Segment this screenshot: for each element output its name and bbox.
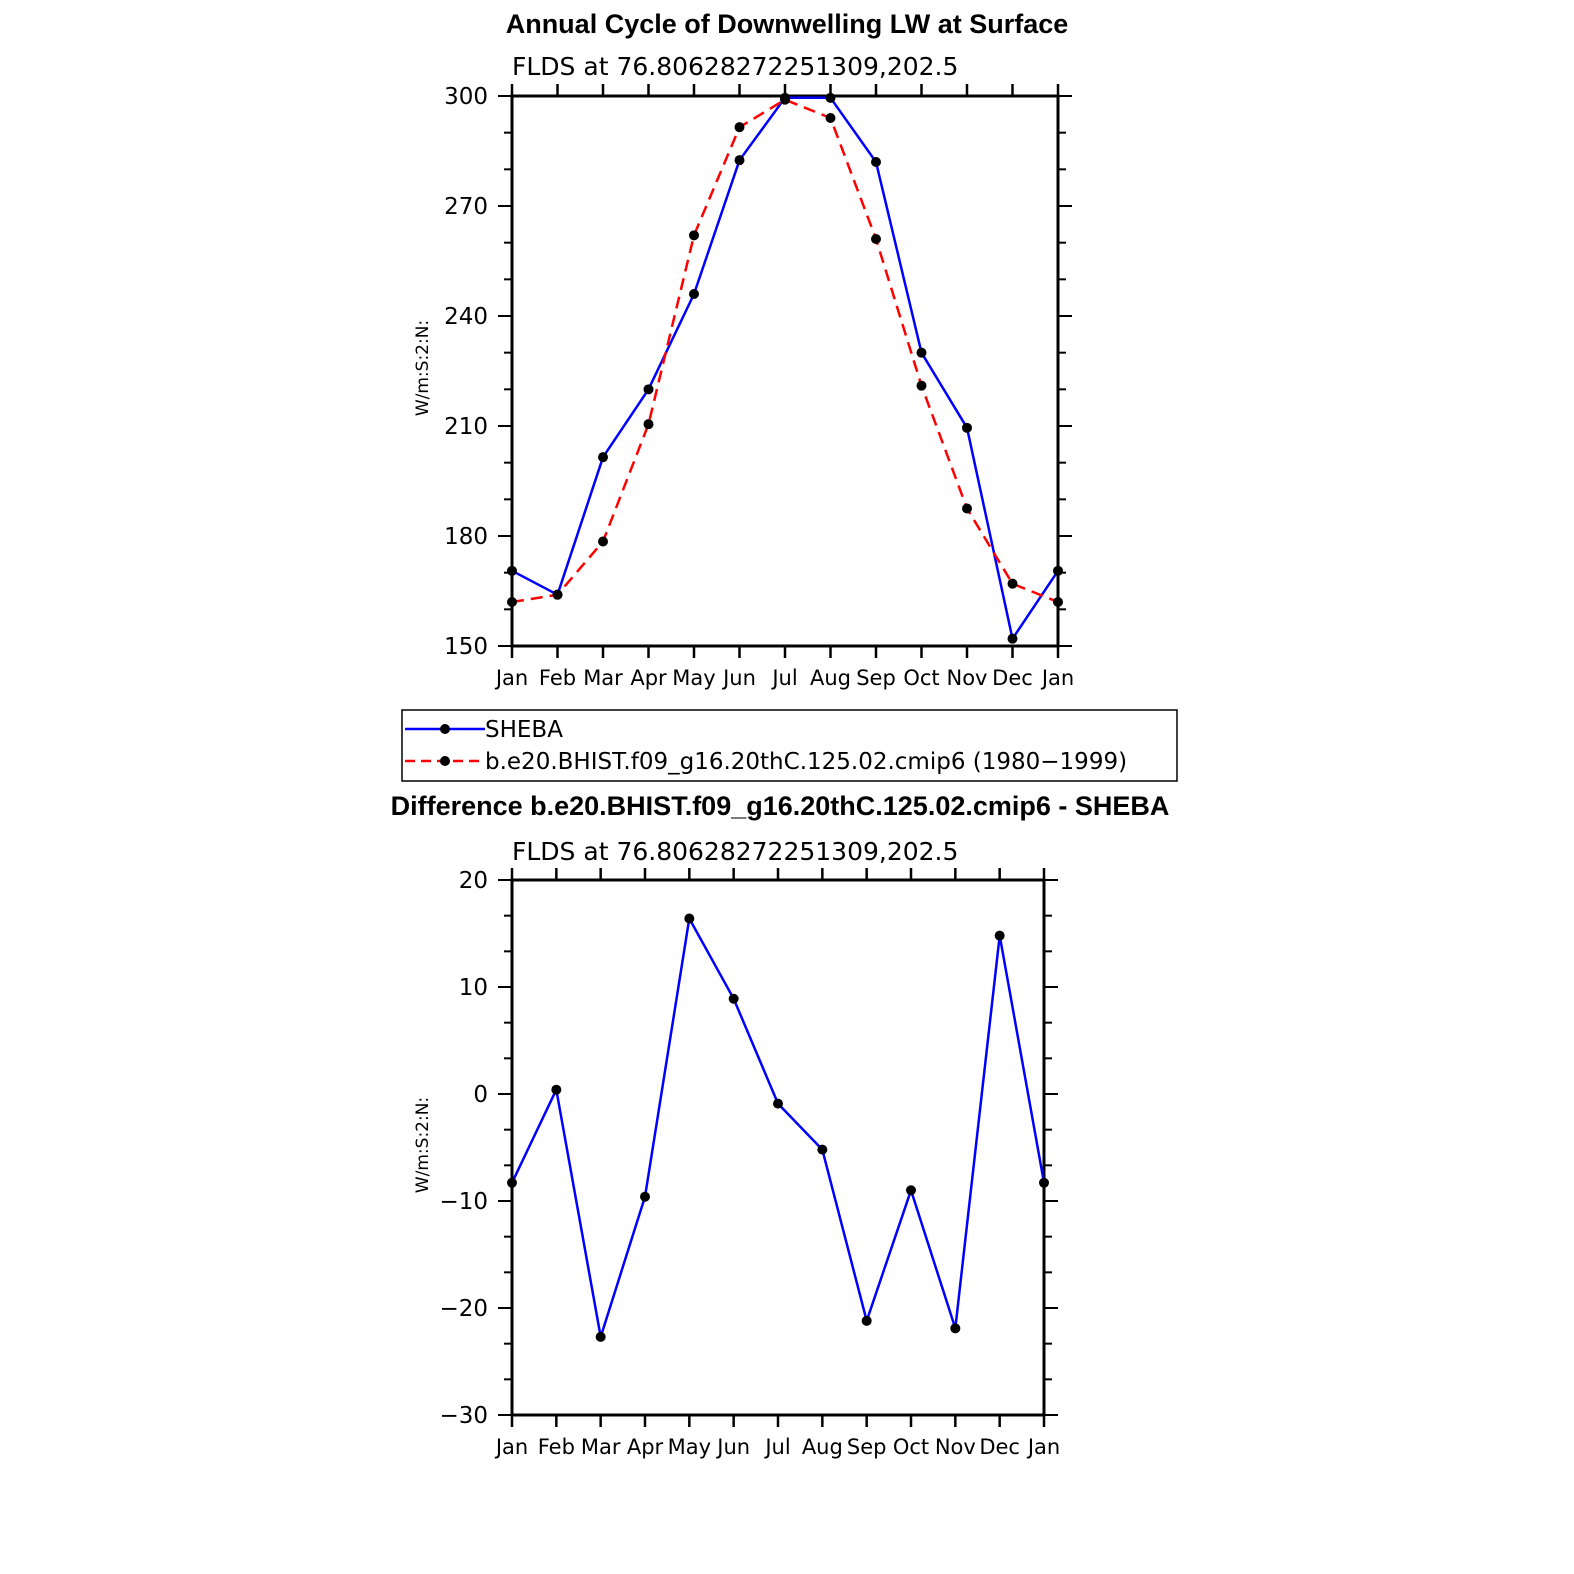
legend-item-sheba: SHEBA xyxy=(405,717,563,743)
x-tick-label: Aug xyxy=(802,1435,843,1459)
y-tick-label: −20 xyxy=(439,1296,488,1322)
data-point xyxy=(861,1315,872,1326)
data-point xyxy=(689,289,699,299)
data-point xyxy=(950,1323,961,1334)
data-point xyxy=(1053,565,1063,576)
data-point xyxy=(734,155,745,166)
x-tick-label: Jan xyxy=(494,666,528,690)
x-tick-label: Aug xyxy=(810,666,851,690)
legend-marker-model xyxy=(440,756,450,766)
y-tick-label: 0 xyxy=(473,1082,488,1108)
annual-cycle-panel: Annual Cycle of Downwelling LW at Surfac… xyxy=(401,9,1178,782)
x-tick-label: Sep xyxy=(856,666,896,690)
x-tick-label: Jun xyxy=(721,666,756,690)
y-axis-label: W/m:S:2:N: xyxy=(413,320,433,416)
data-point xyxy=(507,597,517,607)
data-point xyxy=(962,422,972,433)
chart-subtitle: FLDS at 76.80628272251309,202.5 xyxy=(512,52,958,81)
data-point xyxy=(825,92,836,103)
x-tick-label: Feb xyxy=(539,666,576,690)
data-point xyxy=(906,1185,916,1196)
plot-area: Jan Feb Mar Apr May Jun Jul Aug Sep Oct Nov Dec Jan1… xyxy=(444,84,1074,690)
y-tick-label: 10 xyxy=(459,975,488,1001)
data-point xyxy=(598,536,608,547)
data-point xyxy=(507,1177,517,1188)
data-point xyxy=(916,380,927,391)
difference-panel: Difference b.e20.BHIST.f09_g16.20thC.125… xyxy=(391,791,1170,1459)
data-point xyxy=(728,993,739,1004)
y-tick-label: 150 xyxy=(444,634,488,660)
data-point xyxy=(640,1191,650,1202)
data-point xyxy=(1007,578,1018,589)
chart-title: Difference b.e20.BHIST.f09_g16.20thC.125… xyxy=(391,791,1170,821)
x-tick-label: Jul xyxy=(763,1435,790,1459)
x-tick-label: Mar xyxy=(581,1435,621,1459)
y-axis-label: W/m:S:2:N: xyxy=(413,1097,433,1193)
x-tick-label: Jan xyxy=(1040,666,1074,690)
legend: SHEBA b.e20.BHIST.f09_g16.20thC.125.02.c… xyxy=(401,709,1178,782)
data-point xyxy=(551,1084,562,1095)
x-tick-label: Oct xyxy=(893,1435,929,1459)
x-tick-label: Apr xyxy=(630,666,667,690)
data-point xyxy=(684,913,695,924)
y-tick-label: 300 xyxy=(444,84,488,110)
data-point xyxy=(962,503,972,514)
data-point xyxy=(1039,1177,1049,1188)
data-point xyxy=(734,122,745,133)
x-tick-label: Nov xyxy=(947,666,988,690)
y-tick-label: −10 xyxy=(439,1189,488,1215)
data-point xyxy=(780,94,790,105)
legend-marker-sheba xyxy=(440,724,450,734)
x-tick-label: Oct xyxy=(903,666,939,690)
x-tick-label: Mar xyxy=(583,666,623,690)
x-tick-label: Sep xyxy=(847,1435,887,1459)
chart-subtitle: FLDS at 76.80628272251309,202.5 xyxy=(512,837,958,866)
x-tick-label: Jan xyxy=(494,1435,528,1459)
x-tick-label: Dec xyxy=(992,666,1033,690)
data-point xyxy=(595,1331,606,1342)
data-point xyxy=(507,565,517,576)
x-tick-label: Nov xyxy=(935,1435,976,1459)
data-point xyxy=(773,1098,783,1109)
data-point xyxy=(871,157,881,167)
data-point xyxy=(1007,633,1018,644)
y-tick-label: 20 xyxy=(459,868,488,894)
x-tick-label: Dec xyxy=(979,1435,1020,1459)
x-tick-label: Jan xyxy=(1026,1435,1060,1459)
legend-label-sheba: SHEBA xyxy=(485,717,563,743)
chart-title: Annual Cycle of Downwelling LW at Surfac… xyxy=(506,9,1069,39)
y-tick-label: 240 xyxy=(444,304,488,330)
data-point xyxy=(825,113,836,123)
data-point xyxy=(916,347,927,358)
series-line-0 xyxy=(511,96,1060,640)
data-point xyxy=(552,589,563,600)
series-line-0 xyxy=(510,917,1046,1339)
legend-box xyxy=(401,709,1178,782)
data-point xyxy=(598,452,608,463)
x-tick-label: May xyxy=(668,1435,711,1459)
legend-item-model: b.e20.BHIST.f09_g16.20thC.125.02.cmip6 (… xyxy=(405,749,1127,775)
data-point xyxy=(689,230,699,241)
data-point xyxy=(643,384,654,395)
data-point xyxy=(643,419,654,430)
y-tick-label: 180 xyxy=(444,524,488,550)
x-tick-label: May xyxy=(672,666,715,690)
data-point xyxy=(871,234,881,244)
data-point xyxy=(1053,597,1063,607)
plot-frame xyxy=(510,94,1060,648)
data-point xyxy=(817,1144,828,1155)
x-tick-label: Jun xyxy=(715,1435,750,1459)
y-tick-label: 270 xyxy=(444,194,488,220)
y-tick-label: −30 xyxy=(439,1403,488,1429)
data-point xyxy=(994,930,1005,941)
plot-frame xyxy=(510,878,1046,1417)
legend-label-model: b.e20.BHIST.f09_g16.20thC.125.02.cmip6 (… xyxy=(485,749,1127,775)
x-tick-label: Apr xyxy=(627,1435,664,1459)
x-tick-label: Jul xyxy=(770,666,797,690)
series-line-1 xyxy=(511,98,1059,604)
y-tick-label: 210 xyxy=(444,414,488,440)
plot-area: Jan Feb Mar Apr May Jun Jul Aug Sep Oct Nov Dec Jan−… xyxy=(439,868,1060,1459)
x-tick-label: Feb xyxy=(538,1435,575,1459)
